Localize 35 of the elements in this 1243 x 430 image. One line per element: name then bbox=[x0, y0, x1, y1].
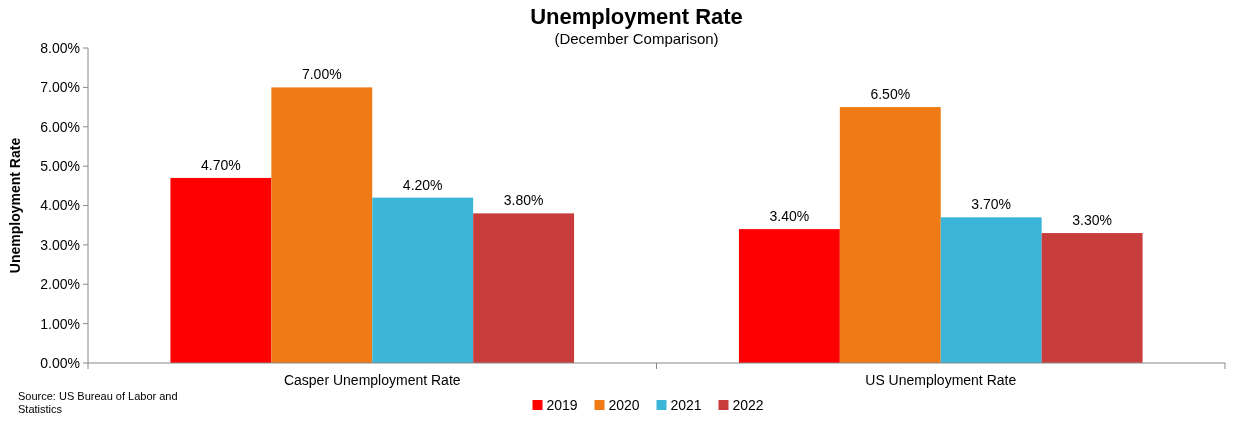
y-tick-label: 8.00% bbox=[40, 39, 80, 56]
data-label: 3.80% bbox=[503, 192, 544, 209]
bar bbox=[738, 229, 840, 363]
y-tick-label: 6.00% bbox=[40, 118, 80, 135]
chart-title: Unemployment Rate bbox=[530, 4, 743, 29]
y-tick-label: 1.00% bbox=[40, 315, 80, 332]
x-tick-label: Casper Unemployment Rate bbox=[283, 372, 461, 388]
y-tick-label: 7.00% bbox=[40, 79, 80, 96]
y-axis-title: Unemployment Rate bbox=[7, 137, 23, 274]
data-label: 4.20% bbox=[402, 176, 443, 193]
bar bbox=[839, 107, 941, 363]
y-tick-label: 3.00% bbox=[40, 236, 80, 253]
data-label: 3.30% bbox=[1072, 212, 1112, 229]
bar bbox=[271, 87, 373, 363]
bar bbox=[473, 213, 575, 363]
y-tick-label: 4.00% bbox=[40, 197, 80, 214]
x-tick-label: US Unemployment Rate bbox=[865, 372, 1017, 388]
bar bbox=[1041, 233, 1143, 363]
data-label: 3.70% bbox=[971, 196, 1012, 213]
legend-label: 2019 bbox=[546, 397, 578, 413]
legend-label: 2021 bbox=[670, 397, 702, 413]
data-label: 6.50% bbox=[870, 86, 911, 103]
bar bbox=[940, 217, 1042, 363]
bar bbox=[170, 177, 272, 363]
data-label: 4.70% bbox=[201, 156, 241, 173]
bar bbox=[372, 197, 474, 363]
y-tick-label: 0.00% bbox=[40, 354, 80, 371]
y-tick-label: 5.00% bbox=[40, 158, 80, 175]
source-note: Source: US Bureau of Labor and Statistics bbox=[18, 390, 178, 415]
legend-label: 2020 bbox=[608, 397, 640, 413]
legend-label: 2022 bbox=[732, 397, 764, 413]
chart-subtitle: (December Comparison) bbox=[554, 30, 719, 47]
data-label: 3.40% bbox=[769, 208, 810, 225]
y-tick-label: 2.00% bbox=[40, 276, 80, 293]
data-label: 7.00% bbox=[301, 66, 342, 83]
